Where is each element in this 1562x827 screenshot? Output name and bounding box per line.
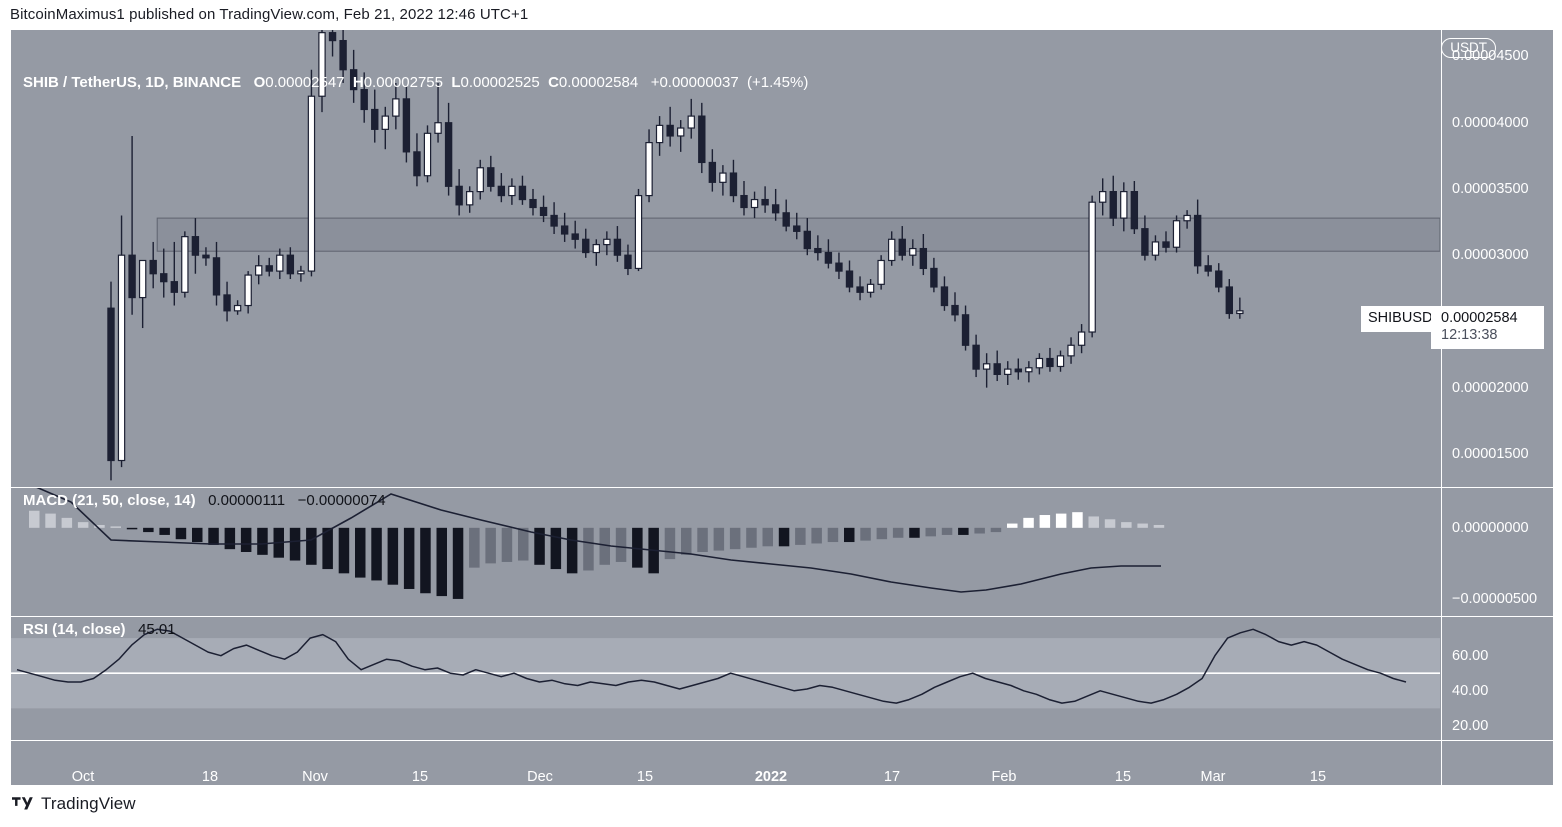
pane-divider-3 (11, 740, 1553, 741)
last-price-value: 0.00002584 (1441, 310, 1518, 326)
time-axis-label: 15 (1309, 769, 1327, 785)
candlestick-series (107, 30, 1440, 481)
time-axis-label: 17 (883, 769, 901, 785)
macd-axis-tick: 0.00000000 (1452, 519, 1529, 536)
price-plot-area[interactable] (11, 30, 1440, 487)
rsi-series (11, 628, 1440, 709)
rsi-axis-tick: 40.00 (1452, 682, 1489, 699)
time-axis-label: 15 (411, 769, 429, 785)
rsi-axis-scale[interactable]: 60.00 40.00 20.00 (1441, 617, 1553, 740)
rsi-pane[interactable]: 60.00 40.00 20.00 RSI (14, close) 45.01 (11, 617, 1553, 740)
rsi-axis-tick: 20.00 (1452, 717, 1489, 734)
time-axis-label: Dec (527, 769, 553, 785)
macd-pane[interactable]: 0.00000000 −0.00000500 MACD (21, 50, clos… (11, 488, 1553, 616)
rsi-axis-tick: 60.00 (1452, 647, 1489, 664)
time-axis-label: Nov (302, 769, 328, 785)
footer-branding: TradingView (12, 794, 136, 814)
price-axis-scale[interactable]: 0.00004500 0.00004000 0.00003500 0.00003000… (1441, 30, 1553, 487)
time-axis-label: 18 (201, 769, 219, 785)
last-price-time: 12:13:38 (1441, 327, 1498, 343)
time-axis-label: 2022 (754, 769, 788, 785)
macd-axis-scale[interactable]: 0.00000000 −0.00000500 (1441, 488, 1553, 616)
publish-credit-line: BitcoinMaximus1 published on TradingView… (10, 6, 529, 23)
tradingview-brand-label: TradingView (41, 794, 136, 813)
time-axis-label: Feb (991, 769, 1017, 785)
currency-badge[interactable]: USDT (1441, 38, 1496, 58)
macd-axis-tick: −0.00000500 (1452, 590, 1538, 607)
time-axis-corner (1441, 741, 1553, 785)
time-axis-label: Oct (71, 769, 95, 785)
price-axis-tick: 0.00004000 (1452, 114, 1529, 131)
chart-frame: 0.00004500 0.00004000 0.00003500 0.00003000… (10, 29, 1553, 786)
last-price-label: 0.00002584 12:13:38 (1431, 306, 1544, 349)
macd-series (29, 488, 1165, 599)
time-axis-label: 15 (1114, 769, 1132, 785)
tradingview-logo-icon (12, 797, 34, 811)
price-pane[interactable]: 0.00004500 0.00004000 0.00003500 0.00003000… (11, 30, 1553, 487)
time-axis-label: Mar (1200, 769, 1226, 785)
pane-divider-1 (11, 487, 1553, 488)
price-axis-tick: 0.00001500 (1452, 445, 1529, 462)
rsi-plot-area[interactable] (11, 617, 1440, 740)
price-axis-tick: 0.00003000 (1452, 247, 1529, 264)
time-axis-label: 15 (636, 769, 654, 785)
price-axis-tick: 0.00002000 (1452, 379, 1529, 396)
pane-divider-2 (11, 616, 1553, 617)
macd-plot-area[interactable] (11, 488, 1440, 616)
price-axis-tick: 0.00003500 (1452, 180, 1529, 197)
time-axis[interactable]: Oct 18 Nov 15 Dec 15 2022 17 Feb 15 Mar 15 (11, 741, 1553, 785)
